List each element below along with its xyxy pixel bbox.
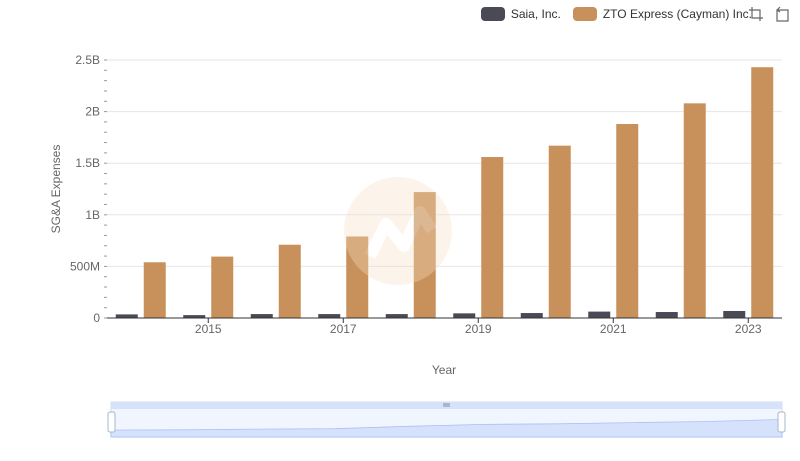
legend-item-saia[interactable]: Saia, Inc. (480, 7, 561, 21)
x-tick-label: 2023 (735, 322, 762, 336)
bar-zto-2022[interactable] (683, 103, 706, 319)
legend: Saia, Inc. ZTO Express (Cayman) Inc. (480, 4, 752, 24)
zoom-drag-grip[interactable] (443, 403, 450, 407)
data-zoom-slider[interactable] (107, 401, 786, 438)
zoom-handle-right[interactable] (777, 411, 786, 433)
legend-label-saia: Saia, Inc. (510, 7, 561, 21)
y-tick-label: 1B (85, 208, 100, 222)
bar-zto-2019[interactable] (481, 157, 504, 318)
x-tick-label: 2015 (195, 322, 222, 336)
bar-saia-2020[interactable] (520, 313, 543, 318)
legend-swatch-saia (480, 7, 505, 21)
x-tick-label: 2017 (330, 322, 357, 336)
bars (115, 67, 774, 319)
watermark-logo (344, 177, 452, 285)
legend-item-zto[interactable]: ZTO Express (Cayman) Inc. (572, 7, 752, 21)
toolbox (748, 6, 790, 22)
bar-saia-2014[interactable] (115, 314, 138, 318)
bar-zto-2017[interactable] (346, 236, 369, 318)
legend-swatch-zto (572, 7, 597, 21)
y-tick-label: 0 (93, 311, 100, 325)
bar-zto-2018[interactable] (413, 192, 436, 318)
restore-icon[interactable] (774, 6, 790, 22)
bar-zto-2020[interactable] (548, 145, 571, 318)
x-axis-label: Year (432, 363, 456, 377)
bar-saia-2019[interactable] (453, 313, 476, 318)
bar-zto-2023[interactable] (751, 67, 774, 318)
y-tick-label: 500M (70, 259, 100, 273)
y-tick-label: 2.5B (75, 53, 100, 67)
bar-zto-2015[interactable] (211, 256, 234, 318)
bar-saia-2015[interactable] (183, 315, 206, 318)
bar-saia-2017[interactable] (318, 314, 341, 318)
y-tick-label: 1.5B (75, 156, 100, 170)
x-tick-label: 2021 (600, 322, 627, 336)
x-tick-label: 2019 (465, 322, 492, 336)
bar-saia-2021[interactable] (588, 311, 611, 318)
zoom-icon[interactable] (748, 6, 764, 22)
x-axis: 2015 2017 2019 2021 2023 (107, 317, 782, 336)
legend-label-zto: ZTO Express (Cayman) Inc. (602, 7, 752, 21)
y-axis: 0 500M 1B 1.5B 2B 2.5B (70, 53, 107, 325)
bar-zto-2021[interactable] (616, 123, 639, 318)
bar-saia-2023[interactable] (723, 310, 746, 318)
bar-saia-2022[interactable] (655, 312, 678, 318)
y-axis-label: SG&A Expenses (49, 145, 63, 234)
bar-zto-2014[interactable] (143, 262, 166, 318)
y-tick-label: 2B (85, 105, 100, 119)
bar-zto-2016[interactable] (278, 244, 301, 318)
bar-saia-2018[interactable] (385, 314, 408, 318)
bar-saia-2016[interactable] (250, 314, 273, 318)
zoom-selected-range[interactable] (111, 409, 782, 437)
grid-lines (107, 59, 782, 319)
zoom-handle-left[interactable] (107, 411, 116, 433)
